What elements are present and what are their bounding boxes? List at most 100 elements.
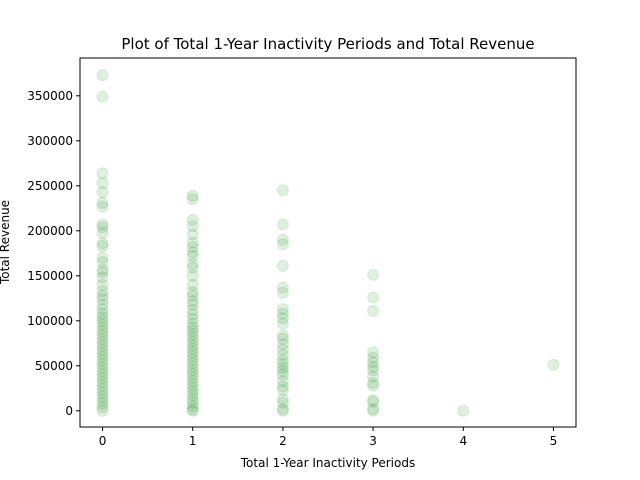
data-point — [96, 278, 109, 291]
data-point — [96, 332, 109, 345]
data-point — [367, 395, 380, 408]
y-tick-label: 200000 — [27, 224, 73, 238]
data-point — [276, 349, 289, 361]
data-point — [186, 360, 199, 373]
data-point — [186, 404, 199, 417]
data-point — [96, 289, 109, 302]
y-tick-label: 100000 — [27, 314, 73, 328]
data-point — [96, 365, 109, 378]
data-point — [276, 404, 289, 417]
ticks-layer: 0 1 2 3 4 5 0 50000 100000 150000 200000 250000 3000… — [27, 89, 557, 448]
data-point — [96, 401, 109, 414]
data-point — [96, 397, 109, 410]
data-point — [367, 356, 380, 369]
data-point — [186, 246, 199, 259]
data-point — [186, 371, 199, 384]
data-point — [96, 307, 109, 320]
data-point — [186, 236, 199, 249]
data-point — [367, 268, 380, 281]
data-point — [367, 376, 380, 389]
data-point — [96, 340, 109, 352]
y-tick-label: 150000 — [27, 269, 73, 283]
data-point — [96, 376, 109, 388]
data-point — [96, 336, 109, 349]
data-point — [276, 375, 289, 388]
data-point — [96, 386, 109, 399]
chart-title: Plot of Total 1-Year Inactivity Periods … — [121, 35, 534, 53]
data-point — [276, 396, 289, 409]
data-point — [96, 196, 109, 209]
data-point — [186, 339, 199, 352]
y-axis-label: Total Revenue — [0, 200, 12, 285]
y-tick-label: 0 — [65, 404, 73, 418]
data-point — [96, 368, 109, 381]
data-point — [96, 240, 109, 253]
data-point — [186, 331, 199, 344]
data-point — [276, 368, 289, 381]
data-point — [367, 370, 380, 383]
x-axis-label: Total 1-Year Inactivity Periods — [240, 456, 415, 470]
data-point — [367, 403, 380, 415]
data-point — [367, 379, 380, 392]
data-point — [276, 259, 289, 272]
data-point — [96, 226, 109, 239]
data-point — [96, 237, 109, 250]
data-point — [186, 385, 199, 398]
data-point — [96, 177, 109, 190]
data-point — [96, 325, 109, 338]
data-point — [96, 69, 109, 82]
x-tick-label: 3 — [369, 434, 377, 448]
data-point — [96, 218, 109, 231]
data-point — [547, 358, 560, 371]
data-point — [186, 400, 199, 413]
data-point — [186, 342, 199, 355]
data-point — [96, 322, 109, 334]
data-point — [186, 295, 199, 307]
data-point — [276, 233, 289, 246]
data-point — [96, 347, 109, 360]
data-point — [276, 380, 289, 393]
data-point — [276, 307, 289, 320]
data-point — [96, 379, 109, 392]
data-point — [186, 353, 199, 366]
x-tick-label: 5 — [550, 434, 558, 448]
data-point — [96, 372, 109, 385]
points-layer — [96, 69, 560, 417]
data-point — [367, 351, 380, 364]
data-point — [96, 221, 109, 234]
data-point — [96, 354, 109, 367]
data-point — [96, 271, 109, 284]
data-point — [96, 256, 109, 269]
data-point — [96, 343, 109, 356]
data-point — [186, 317, 199, 330]
data-point — [186, 335, 199, 348]
x-tick-label: 0 — [99, 434, 107, 448]
data-point — [276, 312, 289, 325]
data-point — [96, 358, 109, 370]
data-point — [186, 258, 199, 271]
data-point — [276, 303, 289, 316]
data-point — [96, 303, 109, 316]
y-tick-label: 300000 — [27, 134, 73, 148]
data-point — [96, 167, 109, 180]
data-point — [186, 278, 199, 291]
data-point — [96, 90, 109, 103]
data-point — [186, 313, 199, 325]
data-point — [367, 304, 380, 317]
axes-frame — [79, 57, 577, 428]
data-point — [367, 291, 380, 304]
data-point — [186, 393, 199, 406]
data-point — [276, 184, 289, 197]
data-point — [186, 349, 199, 362]
data-point — [186, 250, 199, 262]
data-point — [96, 285, 109, 298]
y-tick-label: 250000 — [27, 179, 73, 193]
data-point — [96, 318, 109, 331]
data-point — [96, 383, 109, 396]
data-point — [186, 364, 199, 377]
data-point — [186, 321, 199, 334]
data-point — [96, 394, 109, 406]
data-point — [96, 200, 109, 213]
data-point — [186, 304, 199, 316]
